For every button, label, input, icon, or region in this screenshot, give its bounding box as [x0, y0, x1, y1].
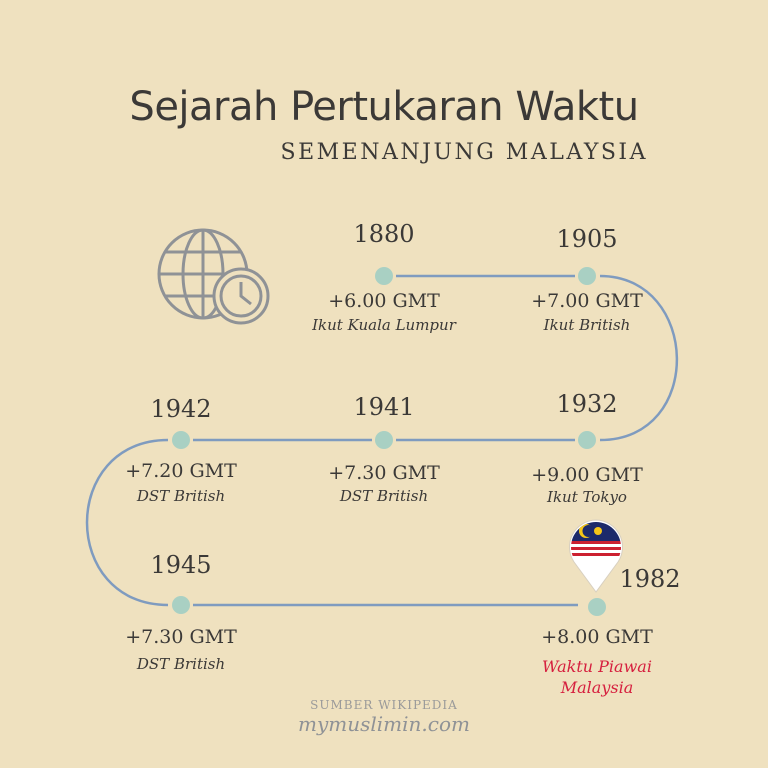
note-label-2: Malaysia: [560, 678, 634, 697]
note-label: DST British: [136, 487, 226, 505]
page-subtitle: SEMENANJUNG MALAYSIA: [280, 140, 648, 165]
brand-logo: mymuslimin.com: [298, 712, 470, 736]
gmt-label: +8.00 GMT: [541, 626, 653, 648]
note-label: Waktu Piawai: [542, 657, 652, 676]
note-label: DST British: [339, 487, 429, 505]
timeline-dot-1932: [578, 431, 596, 449]
gmt-label: +7.00 GMT: [531, 290, 643, 312]
year-label: 1945: [150, 551, 212, 579]
timeline-curve-left: [85, 438, 169, 607]
note-label: Ikut Tokyo: [547, 488, 627, 506]
note-label: DST British: [136, 655, 226, 673]
gmt-label: +7.20 GMT: [125, 460, 237, 482]
page-title: Sejarah Pertukaran Waktu: [129, 84, 639, 130]
gmt-label: +9.00 GMT: [531, 464, 643, 486]
malaysia-flag-pin-icon: [568, 519, 624, 593]
note-label: Ikut British: [543, 316, 631, 334]
note-label: Ikut Kuala Lumpur: [312, 316, 456, 334]
year-label: 1942: [150, 395, 212, 423]
timeline-dot-1982: [588, 598, 606, 616]
gmt-label: +7.30 GMT: [125, 626, 237, 648]
year-label: 1982: [619, 565, 681, 593]
timeline-dot-1942: [172, 431, 190, 449]
timeline-dot-1880: [375, 267, 393, 285]
year-label: 1941: [353, 393, 415, 421]
source-credit: SUMBER WIKIPEDIA: [310, 698, 458, 712]
timeline-dot-1945: [172, 596, 190, 614]
timeline-dot-1941: [375, 431, 393, 449]
year-label: 1905: [556, 225, 618, 253]
timeline-dot-1905: [578, 267, 596, 285]
gmt-label: +6.00 GMT: [328, 290, 440, 312]
year-label: 1880: [353, 220, 415, 248]
timeline-curve-right: [599, 274, 679, 442]
year-label: 1932: [556, 390, 618, 418]
gmt-label: +7.30 GMT: [328, 462, 440, 484]
globe-clock-icon: [157, 228, 270, 325]
